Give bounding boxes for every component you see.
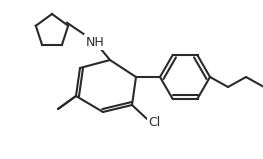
Text: Cl: Cl [148, 117, 160, 129]
Text: NH: NH [86, 35, 104, 48]
